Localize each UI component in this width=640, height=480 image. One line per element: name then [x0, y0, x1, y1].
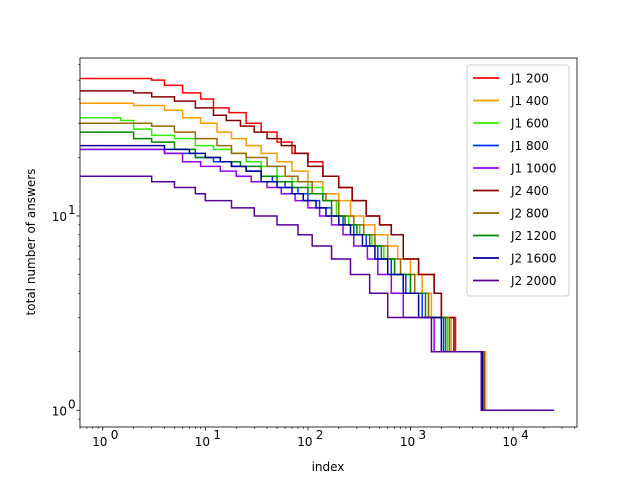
y-tick-exponent: 0 [68, 397, 76, 411]
y-tick-label: 10 [52, 210, 67, 224]
legend-label: J2 2000 [510, 274, 557, 288]
legend-label: J1 1000 [510, 162, 557, 176]
legend-label: J1 800 [510, 139, 549, 153]
series-line-j2-800 [80, 122, 554, 412]
legend-label: J1 600 [510, 117, 549, 131]
legend-label: J2 1200 [510, 229, 557, 243]
legend-label: J2 800 [510, 207, 549, 221]
series-line-j2-2000 [80, 175, 554, 412]
y-axis-label: total number of answers [24, 169, 38, 316]
x-tick-label: 10 [92, 435, 107, 449]
y-tick-label: 10 [52, 404, 67, 418]
y-tick-exponent: 1 [68, 203, 76, 217]
legend-label: J1 400 [510, 94, 549, 108]
x-tick-label: 10 [400, 435, 415, 449]
x-tick-exponent: 1 [213, 428, 221, 442]
legend-label: J2 1600 [510, 252, 557, 266]
plot-frame [79, 57, 578, 428]
legend-label: J1 200 [510, 72, 549, 86]
x-tick-exponent: 2 [316, 428, 324, 442]
series-line-j2-1200 [80, 131, 554, 412]
x-tick-exponent: 0 [111, 428, 119, 442]
x-axis-label: index [312, 460, 345, 474]
series-line-j1-1000 [80, 148, 554, 412]
x-tick-exponent: 3 [418, 428, 426, 442]
x-tick-exponent: 4 [521, 428, 529, 442]
series-line-j2-400 [80, 90, 554, 412]
x-tick-label: 10 [195, 435, 210, 449]
legend-label: J2 400 [510, 184, 549, 198]
x-tick-label: 10 [297, 435, 312, 449]
x-tick-label: 10 [502, 435, 517, 449]
series-line-j2-1600 [80, 144, 554, 412]
